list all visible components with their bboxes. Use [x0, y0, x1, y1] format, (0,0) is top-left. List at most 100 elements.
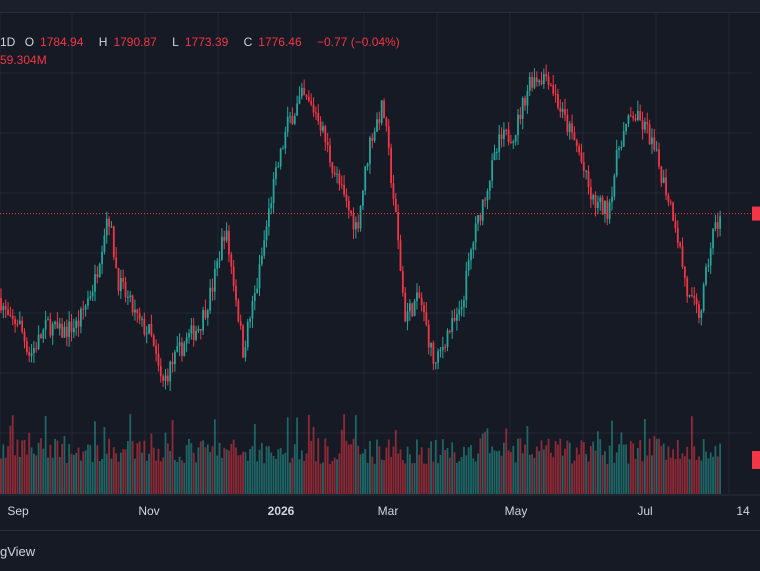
volume-bar	[566, 440, 569, 494]
candle-body	[629, 115, 632, 117]
volume-bar	[284, 452, 287, 494]
candle-body	[89, 296, 92, 299]
volume-bar	[571, 463, 573, 494]
candle-body	[669, 202, 672, 204]
candle-body	[658, 149, 660, 167]
candle-body	[21, 320, 24, 332]
volume-bar	[25, 454, 28, 494]
volume-bar	[401, 459, 404, 494]
volume-bar	[378, 446, 381, 494]
candle-body	[615, 150, 618, 176]
volume-bar	[305, 453, 308, 494]
candle-body	[700, 311, 703, 318]
chart-svg[interactable]: Sep Nov 2026 Mar May Jul 14	[0, 13, 760, 530]
volume-bar	[209, 452, 212, 494]
candle-body	[352, 213, 355, 230]
volume-bar	[463, 446, 465, 494]
candle-body	[310, 100, 313, 105]
candle-body	[660, 166, 663, 183]
candle-body	[463, 300, 465, 308]
candle-body	[237, 300, 240, 322]
candle-body	[150, 324, 153, 336]
volume-bar	[594, 450, 597, 494]
candle-body	[608, 202, 611, 219]
volume-bar	[192, 452, 195, 494]
volume-bar	[406, 446, 409, 494]
volume-bar	[244, 452, 247, 494]
volume-bar	[169, 450, 172, 494]
volume-bar	[300, 450, 303, 494]
candle-body	[235, 285, 237, 301]
volume-bar	[481, 433, 484, 494]
volume-bar	[695, 459, 698, 494]
volume-bar	[705, 451, 707, 494]
candle-body	[634, 118, 637, 121]
candlestick-chart-pane[interactable]: Sep Nov 2026 Mar May Jul 14 1D O 1784.94 H 1790.…	[0, 13, 760, 530]
candle-body	[25, 341, 28, 353]
candle-body	[47, 319, 49, 321]
candle-body	[573, 132, 576, 141]
volume-bar	[204, 447, 207, 494]
volume-bar	[352, 438, 355, 494]
volume-bar	[604, 451, 606, 494]
volume-bar	[491, 446, 494, 494]
volume-bar	[564, 448, 566, 494]
candle-body	[662, 177, 665, 183]
volume-bar	[448, 457, 451, 494]
volume-bar	[683, 456, 686, 494]
volume-bar	[150, 433, 153, 494]
volume-bar	[488, 453, 491, 494]
volume-bar	[542, 449, 545, 494]
candle-body	[411, 303, 414, 317]
volume-bar	[124, 449, 127, 494]
volume-bar	[528, 454, 531, 494]
volume-bar	[425, 463, 428, 494]
volume-bar	[552, 457, 555, 494]
current-price-tag[interactable]	[752, 206, 760, 221]
candle-body	[510, 142, 512, 144]
candle-body	[554, 93, 557, 95]
candle-body	[550, 85, 552, 87]
candle-body	[413, 300, 416, 317]
candle-body	[383, 100, 385, 119]
volume-bar	[98, 461, 101, 494]
volume-bar	[495, 451, 498, 494]
volume-bar	[9, 425, 12, 494]
volume-bar	[185, 445, 188, 494]
candle-body	[552, 85, 555, 94]
candle-body	[636, 110, 639, 121]
candle-body	[124, 281, 127, 298]
volume-bar	[159, 461, 162, 494]
candle-body	[651, 137, 653, 145]
candle-body	[644, 121, 646, 130]
time-axis-tick-label: Sep	[7, 504, 29, 518]
candle-body	[423, 305, 425, 313]
candle-body	[117, 267, 120, 292]
candle-body	[364, 166, 367, 191]
volume-bar	[47, 457, 49, 494]
candle-body	[488, 180, 491, 191]
candle-body	[390, 147, 392, 184]
brand-logo-text[interactable]: gView	[0, 544, 36, 559]
volume-bar	[700, 460, 703, 494]
volume-bar	[517, 438, 519, 494]
volume-bar	[286, 417, 289, 494]
volume-bar	[369, 440, 371, 494]
time-axis-tick-label: Mar	[378, 504, 399, 518]
candle-body	[500, 134, 503, 139]
volume-bar	[51, 457, 54, 494]
candle-body	[152, 335, 155, 346]
volume-bar	[35, 455, 38, 494]
candle-body	[251, 300, 254, 319]
volume-bar	[317, 438, 320, 494]
time-axis[interactable]: Sep Nov 2026 Mar May Jul 14	[0, 494, 760, 530]
current-volume-tag[interactable]	[752, 451, 760, 469]
candle-body	[366, 163, 369, 167]
volume-bar	[601, 454, 604, 494]
candle-body	[580, 152, 583, 162]
candle-body	[524, 97, 526, 106]
volume-bar	[397, 453, 400, 494]
volume-bar	[514, 462, 517, 494]
volume-value: 59.304M	[0, 53, 47, 67]
candle-body	[166, 375, 169, 382]
